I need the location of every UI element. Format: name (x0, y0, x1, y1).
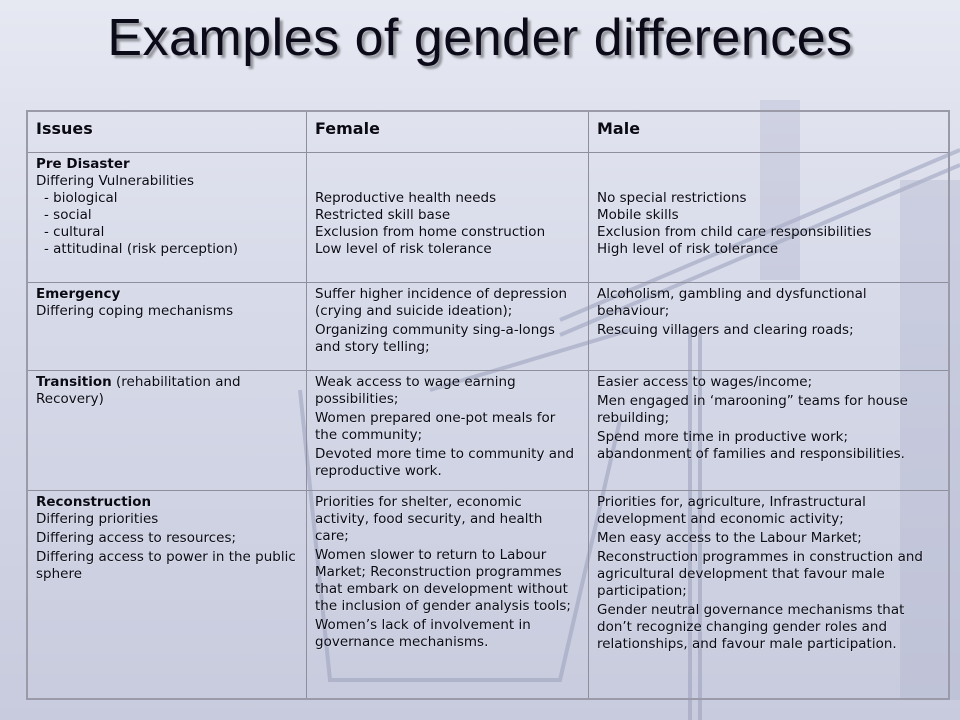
male-item: Men easy access to the Labour Market; (597, 530, 862, 546)
table-row: Transition (rehabilitation and Recovery)… (26, 370, 950, 491)
female-item: Suffer higher incidence of depression (c… (315, 286, 568, 319)
table-header-row: Issues Female Male (26, 110, 950, 153)
issue-line: Differing access to resources; (36, 530, 237, 546)
female-item: Exclusion from home construction (315, 224, 546, 240)
male-item: Rescuing villagers and clearing roads; (597, 322, 854, 338)
issue-title: Transition (36, 374, 112, 390)
male-item: Priorities for, agriculture, Infrastruct… (597, 494, 866, 527)
issue-line: Differing coping mechanisms (36, 303, 234, 319)
table-row: Pre Disaster Differing Vulnerabilities -… (26, 152, 950, 283)
female-item: Weak access to wage earning possibilitie… (315, 374, 516, 407)
male-item: Alcoholism, gambling and dysfunctional b… (597, 286, 867, 319)
male-item: Men engaged in ‘marooning” teams for hou… (597, 393, 908, 426)
header-issues: Issues (26, 110, 307, 153)
table-row: Emergency Differing coping mechanisms Su… (26, 282, 950, 371)
female-cell: Reproductive health needs Restricted ski… (306, 152, 589, 283)
slide-title: Examples of gender differences (107, 9, 853, 67)
male-cell: Alcoholism, gambling and dysfunctional b… (588, 282, 950, 371)
table-row: Reconstruction Differing priorities Diff… (26, 490, 950, 700)
female-item: Restricted skill base (315, 207, 451, 223)
female-item: Women slower to return to Labour Market;… (315, 547, 571, 614)
issue-title-suffix: (rehabilitation and Recovery) (36, 374, 241, 407)
header-male: Male (588, 110, 950, 153)
male-cell: Priorities for, agriculture, Infrastruct… (588, 490, 950, 700)
issue-cell: Reconstruction Differing priorities Diff… (26, 490, 307, 700)
issue-title: Emergency (36, 286, 121, 302)
issue-cell: Emergency Differing coping mechanisms (26, 282, 307, 371)
issue-line: - attitudinal (risk perception) (44, 241, 239, 257)
male-item: Gender neutral governance mechanisms tha… (597, 602, 905, 652)
female-item: Low level of risk tolerance (315, 241, 492, 257)
female-item: Women prepared one-pot meals for the com… (315, 410, 556, 443)
female-cell: Suffer higher incidence of depression (c… (306, 282, 589, 371)
issue-cell: Pre Disaster Differing Vulnerabilities -… (26, 152, 307, 283)
male-item: Easier access to wages/income; (597, 374, 813, 390)
issue-line: - social (44, 207, 92, 223)
issue-line: - biological (44, 190, 118, 206)
male-item: High level of risk tolerance (597, 241, 779, 257)
issue-line: Differing priorities (36, 511, 159, 527)
male-item: Reconstruction programmes in constructio… (597, 549, 923, 599)
female-item: Reproductive health needs (315, 190, 497, 206)
male-item: No special restrictions (597, 190, 747, 206)
issue-line: - cultural (44, 224, 105, 240)
male-cell: Easier access to wages/income; Men engag… (588, 370, 950, 491)
issue-line: Differing Vulnerabilities (36, 173, 194, 189)
female-cell: Priorities for shelter, economic activit… (306, 490, 589, 700)
issue-title: Pre Disaster (36, 156, 130, 172)
female-item: Organizing community sing-a-longs and st… (315, 322, 555, 355)
female-item: Priorities for shelter, economic activit… (315, 494, 543, 544)
male-item: Spend more time in productive work; aban… (597, 429, 905, 462)
male-cell: No special restrictions Mobile skills Ex… (588, 152, 950, 283)
issue-line: Differing access to power in the public … (36, 549, 296, 582)
male-item: Exclusion from child care responsibiliti… (597, 224, 872, 240)
female-item: Devoted more time to community and repro… (315, 446, 575, 479)
header-female: Female (306, 110, 589, 153)
female-item: Women’s lack of involvement in governanc… (315, 617, 531, 650)
male-item: Mobile skills (597, 207, 679, 223)
issue-title: Reconstruction (36, 494, 152, 510)
gender-differences-table: Issues Female Male Pre Disaster Differin… (26, 110, 950, 700)
issue-cell: Transition (rehabilitation and Recovery) (26, 370, 307, 491)
female-cell: Weak access to wage earning possibilitie… (306, 370, 589, 491)
